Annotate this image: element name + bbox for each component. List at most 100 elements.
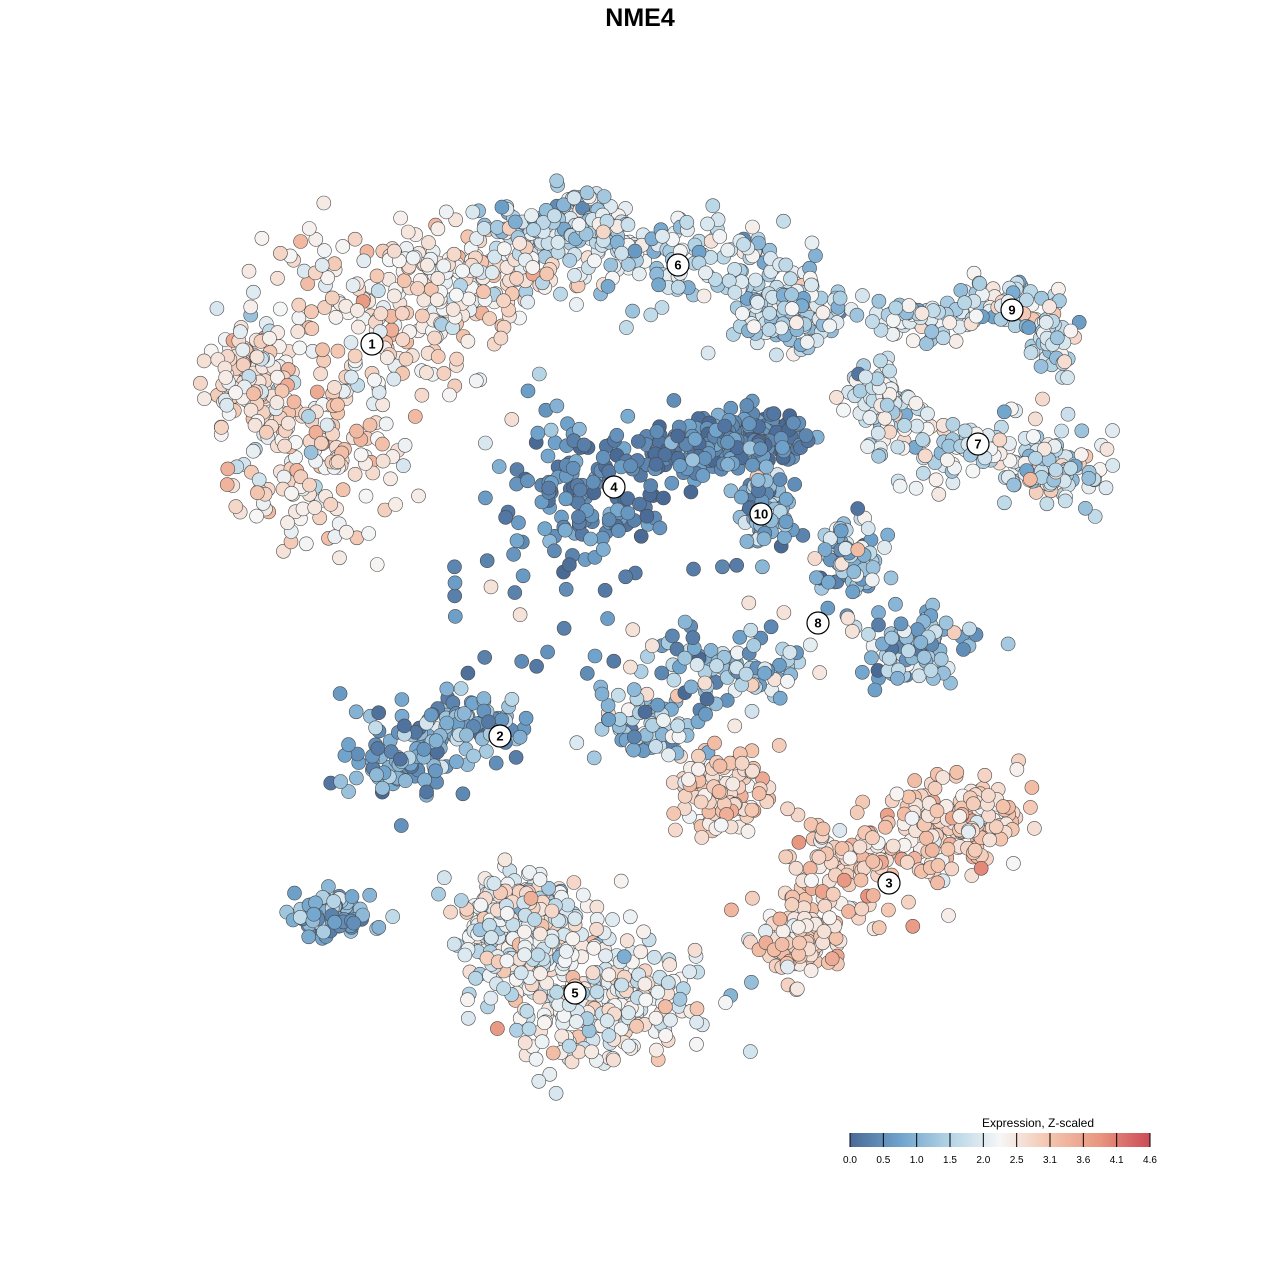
cell-point	[662, 957, 678, 973]
cell-point	[531, 1074, 547, 1089]
cluster-label-4: 4	[602, 475, 626, 499]
cell-point	[1054, 423, 1069, 439]
cell-point	[419, 784, 434, 800]
cell-point	[720, 242, 736, 258]
cell-point	[821, 574, 836, 590]
cell-point	[519, 1003, 535, 1019]
cell-point	[996, 404, 1012, 420]
cell-point	[301, 221, 317, 236]
cell-point	[890, 670, 905, 686]
cell-point	[517, 924, 532, 940]
cell-point	[881, 902, 896, 918]
cell-point	[949, 764, 965, 780]
cell-point	[888, 596, 903, 612]
cell-point	[693, 794, 709, 810]
cell-point	[877, 410, 893, 426]
cell-point	[862, 410, 878, 425]
cell-point	[589, 984, 605, 1000]
cell-point	[763, 619, 779, 635]
cell-point	[448, 212, 464, 228]
cell-point	[431, 886, 446, 902]
cell-point	[677, 614, 693, 630]
cluster-label-badge	[749, 502, 773, 526]
cell-point	[567, 911, 583, 927]
cell-point	[597, 582, 613, 598]
cell-point	[421, 235, 436, 250]
cell-point	[393, 210, 408, 226]
cell-point	[515, 568, 531, 584]
legend-tick-label: 2.0	[976, 1155, 990, 1166]
cell-point	[496, 293, 511, 309]
cell-point	[478, 435, 493, 451]
cell-point	[699, 691, 715, 707]
cell-point	[924, 324, 940, 339]
cell-point	[626, 742, 641, 758]
cell-point	[313, 366, 328, 382]
cell-point	[375, 436, 390, 452]
cell-point	[572, 482, 588, 498]
cell-point	[558, 581, 574, 597]
cell-point	[1063, 323, 1079, 339]
cell-point	[717, 418, 733, 434]
cell-point	[1000, 636, 1016, 652]
cell-point	[817, 542, 833, 557]
cell-point	[729, 557, 745, 573]
cell-point	[537, 1015, 552, 1031]
cell-point	[943, 675, 958, 691]
cell-point	[695, 468, 711, 483]
cell-point	[789, 315, 804, 331]
cell-point	[890, 439, 906, 455]
cell-point	[385, 909, 401, 924]
cluster-label-text: 7	[974, 437, 981, 452]
cell-point	[335, 482, 351, 498]
cell-point	[711, 784, 727, 799]
cell-point	[877, 540, 892, 555]
cluster-label-text: 3	[885, 876, 892, 891]
cell-point	[1098, 480, 1114, 496]
cell-point	[816, 924, 832, 939]
cell-point	[301, 929, 317, 945]
cell-point	[724, 902, 739, 918]
cell-point	[885, 838, 901, 854]
cluster-label-text: 4	[610, 480, 618, 495]
cell-point	[196, 353, 212, 369]
cell-point	[397, 718, 412, 734]
cell-point	[613, 1021, 629, 1037]
cell-point	[940, 841, 956, 857]
cell-point	[646, 949, 662, 965]
cell-point	[621, 1005, 636, 1021]
cell-point	[527, 912, 542, 927]
cell-point	[494, 199, 510, 215]
cell-point	[585, 965, 601, 981]
cell-point	[995, 799, 1011, 814]
cell-point	[725, 776, 741, 792]
cell-point	[620, 408, 636, 424]
cell-point	[497, 852, 513, 868]
cell-point	[822, 910, 837, 926]
cell-point	[732, 629, 748, 645]
cell-point	[304, 304, 319, 320]
cell-point	[594, 686, 610, 702]
cell-point	[744, 974, 759, 990]
cell-point	[664, 475, 680, 491]
cell-point	[700, 216, 715, 232]
cell-point	[303, 445, 319, 460]
cell-point	[873, 353, 888, 369]
cell-point	[633, 528, 649, 544]
cell-point	[332, 686, 348, 701]
cell-point	[601, 967, 617, 983]
cell-point	[484, 265, 500, 280]
cell-point	[836, 872, 852, 888]
cell-point	[398, 773, 413, 789]
cell-point	[627, 243, 643, 259]
cell-point	[349, 770, 364, 786]
cell-point	[924, 842, 940, 858]
cluster-label-badge	[602, 475, 626, 499]
cell-point	[948, 333, 964, 349]
cell-point	[644, 638, 660, 654]
cell-point	[586, 750, 602, 766]
cell-point	[929, 803, 945, 819]
cell-point	[520, 383, 536, 399]
cell-point	[750, 295, 765, 310]
cell-point	[650, 984, 666, 1000]
